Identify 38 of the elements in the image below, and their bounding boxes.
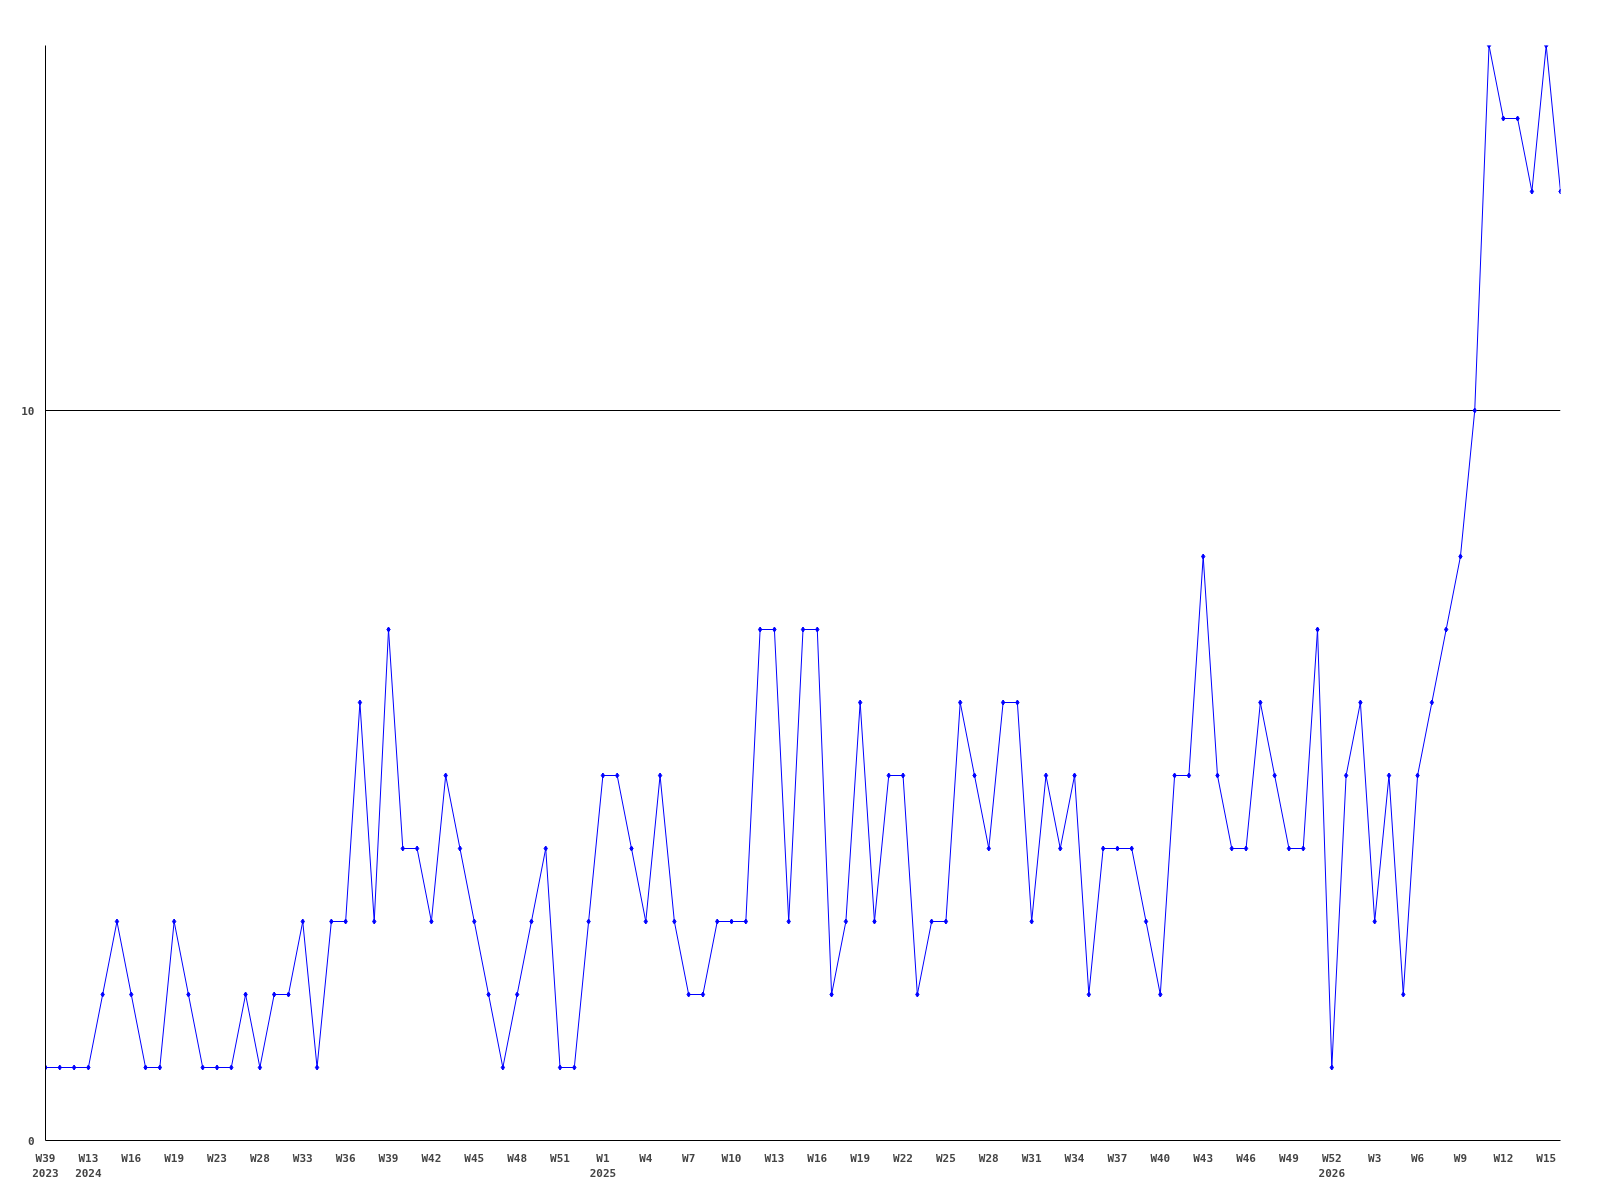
x-tick-label: W13 2024 xyxy=(75,1151,102,1181)
x-tick-label: W10 xyxy=(721,1151,742,1165)
x-tick-label: W49 xyxy=(1279,1151,1299,1165)
x-tick-label: W36 xyxy=(335,1151,356,1165)
x-tick-label: W46 xyxy=(1236,1151,1257,1165)
x-tick-label: W52 2026 xyxy=(1318,1151,1346,1181)
x-tick-label: W16 xyxy=(807,1151,828,1165)
x-tick-label: W45 xyxy=(464,1151,485,1165)
x-tick-label: W48 xyxy=(507,1151,528,1165)
x-tick-label: W23 xyxy=(207,1151,227,1165)
x-tick-label: W51 xyxy=(550,1151,571,1165)
x-tick-label: W3 xyxy=(1368,1151,1382,1165)
x-tick-label: W4 xyxy=(639,1151,653,1165)
x-tick-label: W16 xyxy=(121,1151,142,1165)
x-tick-label: W22 xyxy=(893,1151,913,1165)
x-tick-label: W13 xyxy=(764,1151,785,1165)
x-tick-label: W28 xyxy=(249,1151,270,1165)
x-tick-label: W34 xyxy=(1064,1151,1085,1165)
x-tick-label: W43 xyxy=(1193,1151,1214,1165)
x-tick-label: W39 xyxy=(378,1151,399,1165)
x-tick-label: W25 xyxy=(935,1151,956,1165)
x-tick-label: W7 xyxy=(682,1151,696,1165)
x-tick-label: W15 xyxy=(1536,1151,1557,1165)
x-tick-label: W42 xyxy=(421,1151,442,1165)
x-tick-label: W39 2023 xyxy=(32,1151,59,1181)
x-tick-label: W40 xyxy=(1150,1151,1171,1165)
y-tick-label: 10 xyxy=(21,404,35,418)
x-tick-label: W19 xyxy=(164,1151,185,1165)
x-tick-label: W12 xyxy=(1493,1151,1514,1165)
x-tick-label: W6 xyxy=(1410,1151,1425,1165)
x-tick-label: W31 xyxy=(1021,1151,1042,1165)
y-tick-label: 0 xyxy=(27,1134,35,1148)
x-tick-label: W28 xyxy=(978,1151,999,1165)
x-tick-label: W37 xyxy=(1107,1151,1128,1165)
x-tick-label: W9 xyxy=(1453,1151,1468,1165)
x-tick-label: W1 2025 xyxy=(589,1151,617,1181)
x-tick-label: W19 xyxy=(850,1151,871,1165)
x-tick-label: W33 xyxy=(292,1151,313,1165)
